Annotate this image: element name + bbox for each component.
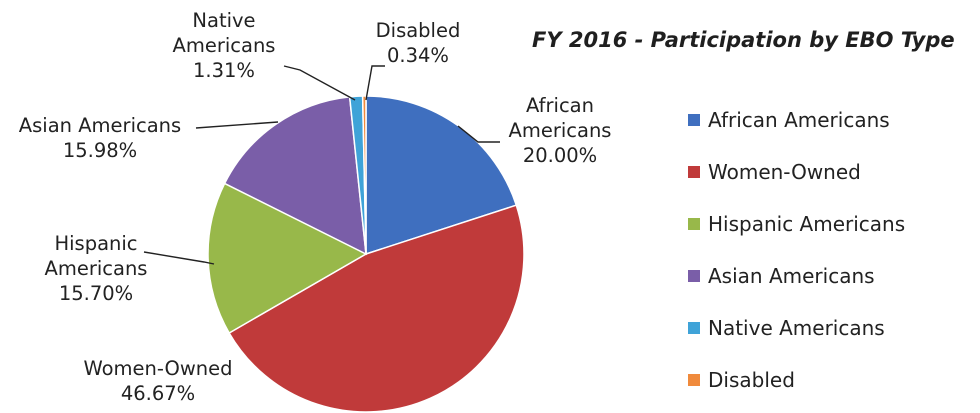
legend-swatch-women-owned xyxy=(688,166,700,178)
legend-swatch-african-americans xyxy=(688,114,700,126)
data-label-name-african-americans: African xyxy=(526,94,594,117)
data-label-value-hispanic-americans: 15.70% xyxy=(59,282,133,305)
data-label-value-women-owned: 46.67% xyxy=(121,382,195,405)
data-label-name-hispanic-americans: Hispanic xyxy=(54,232,137,255)
legend-label-african-americans: African Americans xyxy=(708,108,890,132)
legend-item-women-owned: Women-Owned xyxy=(688,146,905,198)
legend-swatch-disabled xyxy=(688,374,700,386)
data-label-name-asian-americans: Asian Americans xyxy=(19,114,181,137)
pie-slice-asian-americans xyxy=(223,96,367,256)
legend-swatch-hispanic-americans xyxy=(688,218,700,230)
data-label-name-native-americans: Americans xyxy=(173,34,276,57)
legend-label-hispanic-americans: Hispanic Americans xyxy=(708,212,906,236)
pie-slice-women-owned xyxy=(228,204,525,413)
pie-slice-hispanic-americans xyxy=(207,182,368,334)
leader-line-native-americans xyxy=(283,65,356,101)
data-label-name-hispanic-americans: Americans xyxy=(45,257,148,280)
legend-item-hispanic-americans: Hispanic Americans xyxy=(688,198,905,250)
data-label-value-asian-americans: 15.98% xyxy=(63,139,137,162)
legend-label-asian-americans: Asian Americans xyxy=(708,264,875,288)
data-label-value-african-americans: 20.00% xyxy=(523,144,597,167)
legend-item-african-americans: African Americans xyxy=(688,94,905,146)
data-label-name-disabled: Disabled xyxy=(376,19,461,42)
legend-item-disabled: Disabled xyxy=(688,354,905,406)
leader-line-african-americans xyxy=(457,125,500,143)
data-label-name-native-americans: Native xyxy=(192,9,255,32)
leader-line-hispanic-americans xyxy=(143,251,215,265)
chart-legend: African Americans Women-Owned Hispanic Ame… xyxy=(688,94,905,406)
legend-item-asian-americans: Asian Americans xyxy=(688,250,905,302)
data-label-value-native-americans: 1.31% xyxy=(193,59,255,82)
legend-label-disabled: Disabled xyxy=(708,368,795,392)
leader-line-disabled xyxy=(365,65,385,101)
legend-swatch-native-americans xyxy=(688,322,700,334)
chart-title: FY 2016 - Participation by EBO Type xyxy=(532,28,955,52)
data-label-name-women-owned: Women-Owned xyxy=(83,357,232,380)
legend-swatch-asian-americans xyxy=(688,270,700,282)
data-label-value-disabled: 0.34% xyxy=(387,44,449,67)
leader-line-asian-americans xyxy=(195,121,279,129)
data-label-name-african-americans: Americans xyxy=(509,119,612,142)
legend-item-native-americans: Native Americans xyxy=(688,302,905,354)
legend-label-women-owned: Women-Owned xyxy=(708,160,861,184)
legend-label-native-americans: Native Americans xyxy=(708,316,885,340)
